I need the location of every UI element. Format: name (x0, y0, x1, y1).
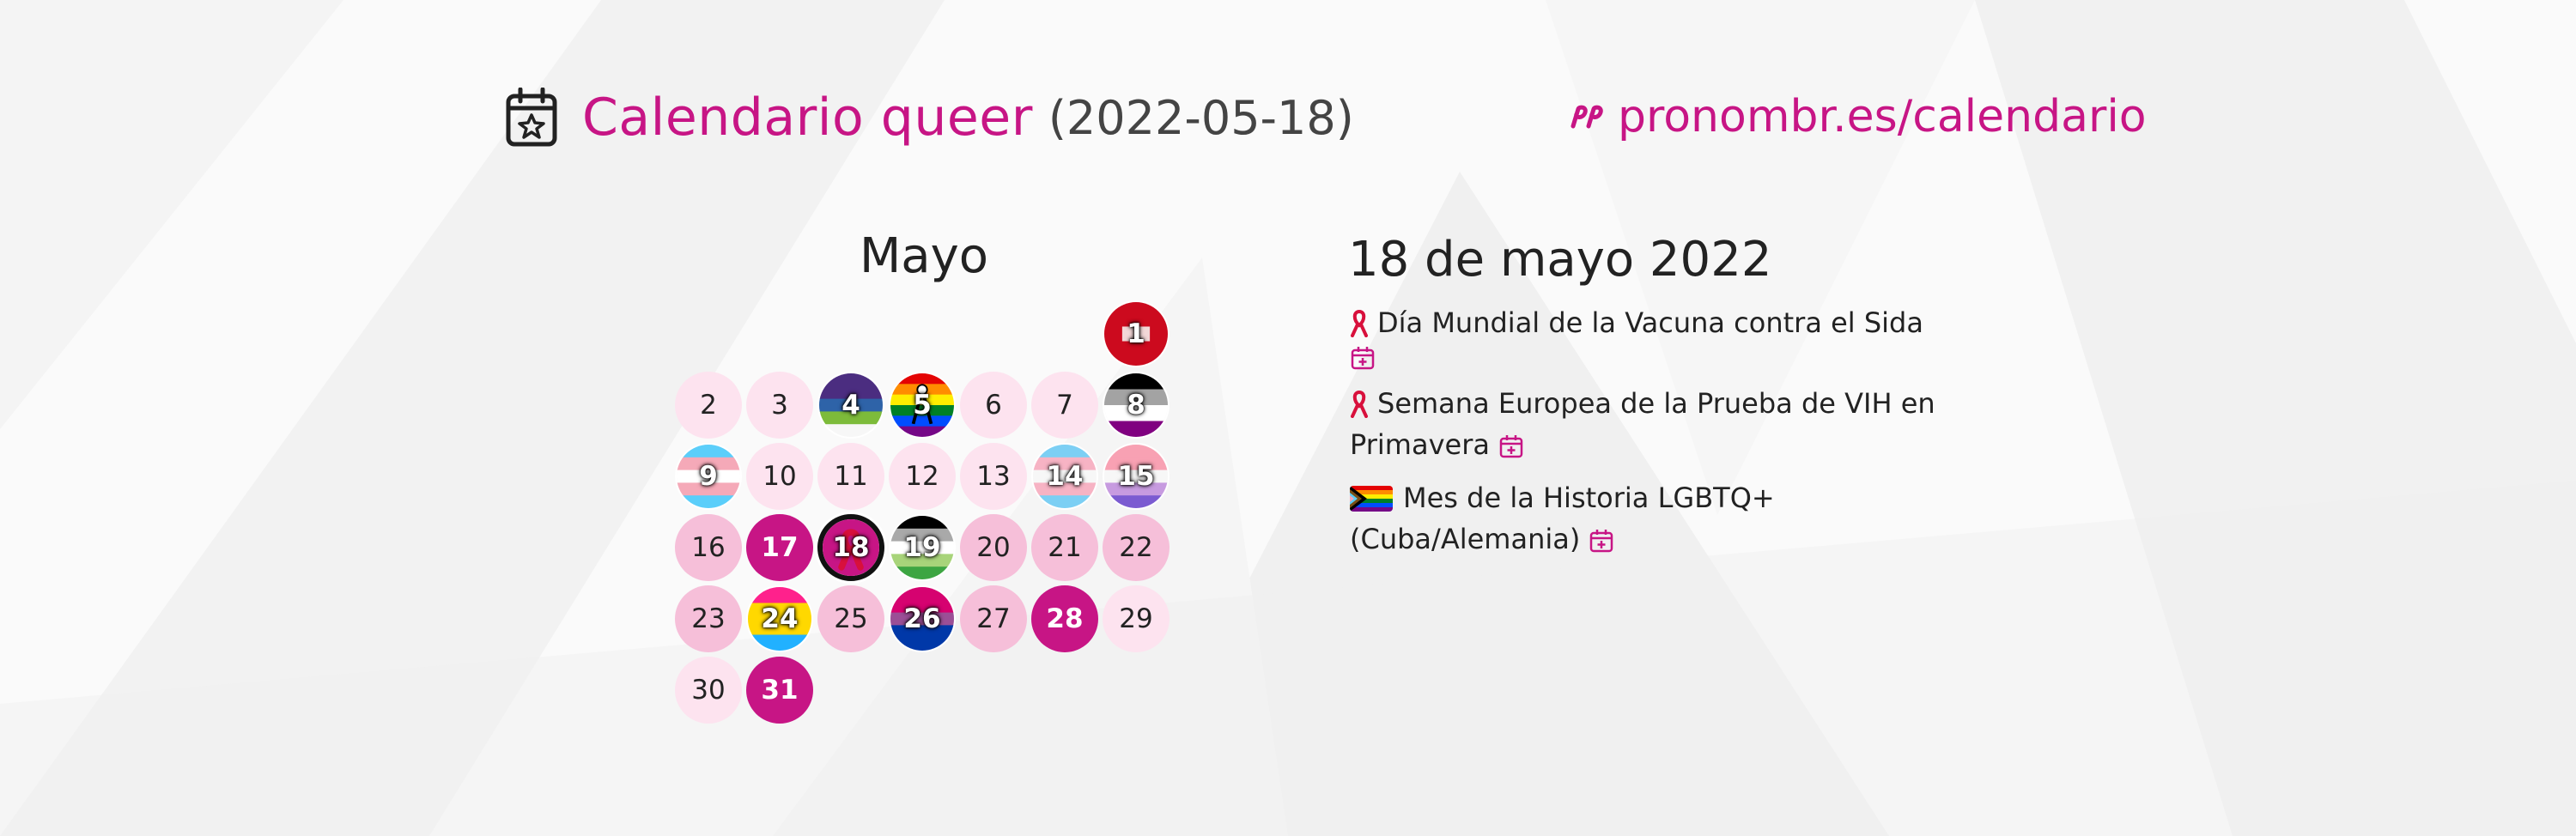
calendar-star-icon (506, 88, 557, 147)
rainbow-figure-flag-icon (890, 373, 954, 437)
calendar-day-31[interactable]: 31 (746, 657, 813, 724)
aromantic-flag-icon (890, 516, 954, 579)
progress-pride-flag-icon (1350, 482, 1403, 514)
calendar-day-19[interactable]: 19 (889, 514, 956, 581)
day-number: 8 (1127, 390, 1145, 421)
calendar-day-6[interactable]: 6 (960, 372, 1027, 439)
calendar-day-21[interactable]: 21 (1031, 514, 1098, 581)
calendar-day-23[interactable]: 23 (675, 585, 742, 652)
add-to-calendar-icon[interactable] (1589, 528, 1614, 554)
day-number: 1 (1127, 318, 1145, 349)
calendar-day-27[interactable]: 27 (960, 585, 1027, 652)
site-link[interactable]: pronombr.es/calendario (1566, 86, 2147, 148)
trans-pastel-flag-icon (1033, 445, 1097, 508)
day-number: 19 (903, 532, 941, 563)
day-number: 17 (761, 532, 799, 563)
calendar-day-30[interactable]: 30 (675, 657, 742, 724)
calendar-day-1[interactable]: 1 (1103, 300, 1170, 367)
event-item: Día Mundial de la Vacuna contra el Sida (1350, 302, 1951, 371)
page-header: Calendario queer (2022-05-18) (505, 79, 1354, 156)
pronombres-logo-icon (1571, 105, 1603, 129)
page-date: (2022-05-18) (1048, 90, 1354, 145)
calendar-day-4[interactable]: 4 (817, 372, 884, 439)
day-number: 3 (771, 390, 788, 421)
event-list: Día Mundial de la Vacuna contra el Sida S… (1350, 302, 1951, 572)
calendar-day-8[interactable]: 8 (1103, 372, 1170, 439)
red-ribbon-icon (1350, 387, 1377, 420)
calendar-day-2[interactable]: 2 (675, 372, 742, 439)
event-text: Semana Europea de la Prueba de VIH en Pr… (1350, 387, 1935, 461)
calendar-day-13[interactable]: 13 (960, 443, 1027, 510)
day-number: 11 (834, 461, 868, 492)
selected-date-title: 18 de mayo 2022 (1348, 232, 1772, 288)
day-number: 23 (691, 603, 726, 634)
day-number: 7 (1056, 390, 1073, 421)
day-number: 12 (905, 461, 939, 492)
calendar-day-18[interactable]: 18 (817, 514, 884, 581)
day-number: 16 (691, 532, 726, 563)
day-number: 2 (700, 390, 717, 421)
day-number: 27 (976, 603, 1011, 634)
day-number: 21 (1048, 532, 1082, 563)
calendar-day-26[interactable]: 26 (889, 585, 956, 652)
day-number: 15 (1117, 461, 1155, 492)
day-number: 20 (976, 532, 1011, 563)
asexual-flag-icon (1104, 373, 1168, 437)
calendar-day-16[interactable]: 16 (675, 514, 742, 581)
bisexual-green-flag-icon (819, 373, 883, 437)
calendar-day-14[interactable]: 14 (1031, 443, 1098, 510)
page-title: Calendario queer (582, 88, 1033, 148)
event-text: Mes de la Historia LGBTQ+ (Cuba/Alemania… (1350, 482, 1775, 555)
calendar-day-12[interactable]: 12 (889, 443, 956, 510)
day-number: 6 (985, 390, 1002, 421)
pastel-flag-icon (1104, 445, 1168, 508)
calendar-day-9[interactable]: 9 (675, 443, 742, 510)
day-number: 22 (1119, 532, 1153, 563)
bisexual-flag-icon (890, 587, 954, 651)
day-number: 5 (913, 390, 932, 421)
calendar-day-25[interactable]: 25 (817, 585, 884, 652)
calendar-day-11[interactable]: 11 (817, 443, 884, 510)
calendar-day-22[interactable]: 22 (1103, 514, 1170, 581)
day-number: 26 (903, 603, 941, 634)
add-to-calendar-icon[interactable] (1350, 345, 1376, 371)
calendar-day-3[interactable]: 3 (746, 372, 813, 439)
event-item: Semana Europea de la Prueba de VIH en Pr… (1350, 383, 1951, 465)
calendar-day-7[interactable]: 7 (1031, 372, 1098, 439)
calendar-day-15[interactable]: 15 (1103, 443, 1170, 510)
pansexual-flag-icon (748, 587, 811, 651)
day-number: 18 (832, 532, 870, 563)
day-number: 4 (841, 390, 860, 421)
labour-flag-icon (1104, 302, 1168, 366)
day-number: 31 (761, 675, 799, 706)
day-number: 13 (976, 461, 1011, 492)
day-number: 30 (691, 675, 726, 706)
red-ribbon-icon (1350, 306, 1377, 339)
add-to-calendar-icon[interactable] (1498, 433, 1524, 459)
calendar-grid: 1 2 3 4 5 6 7 8 9 10 11 12 13 14 15 16 17 18 19 20 21 22 23 24 2… (675, 300, 1173, 730)
day-number: 29 (1119, 603, 1153, 634)
day-number: 9 (699, 461, 718, 492)
day-number: 24 (761, 603, 799, 634)
event-item: Mes de la Historia LGBTQ+ (Cuba/Alemania… (1350, 477, 1951, 560)
month-title: Mayo (859, 228, 989, 284)
calendar-day-24[interactable]: 24 (746, 585, 813, 652)
calendar-day-28[interactable]: 28 (1031, 585, 1098, 652)
calendar-day-20[interactable]: 20 (960, 514, 1027, 581)
calendar-day-29[interactable]: 29 (1103, 585, 1170, 652)
day-number: 25 (834, 603, 868, 634)
calendar-day-10[interactable]: 10 (746, 443, 813, 510)
day-number: 28 (1046, 603, 1084, 634)
site-url[interactable]: pronombr.es/calendario (1618, 91, 2147, 142)
event-text: Día Mundial de la Vacuna contra el Sida (1377, 306, 1923, 339)
ribbon-flag-icon (823, 519, 879, 576)
trans-flag-icon (677, 445, 740, 508)
calendar-day-17[interactable]: 17 (746, 514, 813, 581)
calendar-day-5[interactable]: 5 (889, 372, 956, 439)
day-number: 10 (762, 461, 797, 492)
day-number: 14 (1046, 461, 1084, 492)
